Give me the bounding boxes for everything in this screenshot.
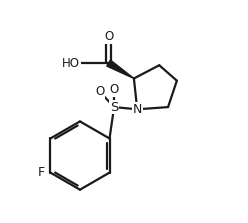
Text: O: O [104,30,113,43]
Polygon shape [107,60,134,78]
Text: O: O [95,85,104,98]
Text: F: F [38,166,45,179]
Text: HO: HO [62,57,80,70]
Text: O: O [109,83,119,96]
Text: N: N [132,103,142,116]
Text: S: S [110,101,118,114]
